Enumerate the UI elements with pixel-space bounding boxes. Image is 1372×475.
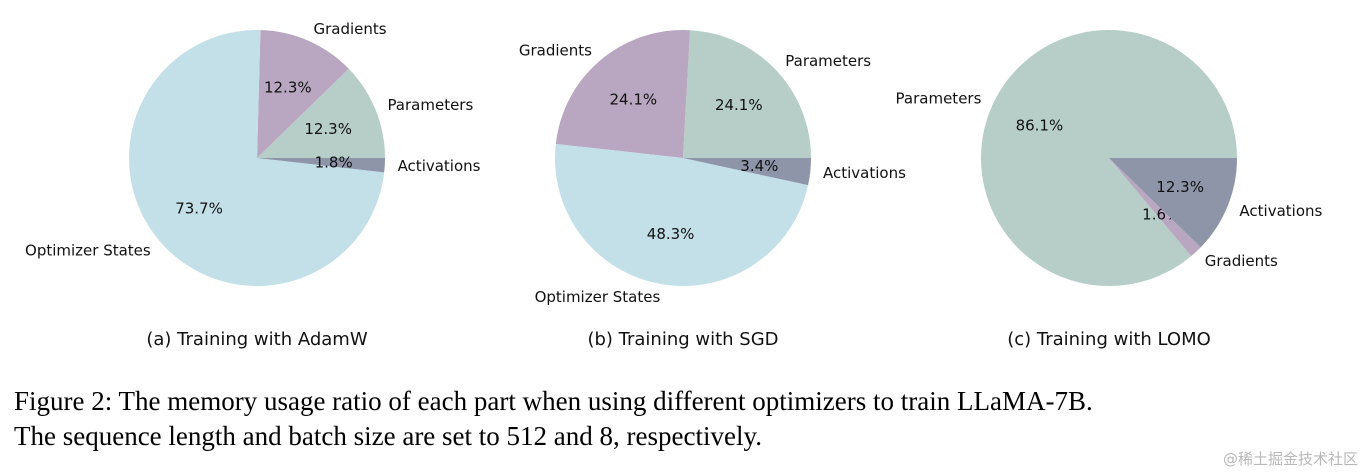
slice-label: Parameters (387, 96, 473, 114)
pie-slice-gradients (257, 30, 349, 158)
slice-label: Optimizer States (25, 241, 151, 259)
slice-label: Gradients (1205, 252, 1278, 270)
caption-line-2: The sequence length and batch size are s… (14, 421, 762, 451)
slice-percent-label: 24.1% (610, 90, 658, 108)
pie-slice-parameters (683, 30, 811, 158)
caption-line-1: Figure 2: The memory usage ratio of each… (14, 386, 1093, 416)
slice-label: Activations (398, 157, 481, 175)
slice-label: Parameters (785, 52, 871, 70)
slice-percent-label: 3.4% (740, 157, 778, 175)
slice-percent-label: 73.7% (175, 199, 223, 217)
watermark: @稀土掘金技术社区 (1222, 450, 1358, 468)
slice-label: Optimizer States (535, 288, 661, 306)
slice-percent-label: 1.8% (315, 153, 353, 171)
pie-slice-gradients (1109, 158, 1201, 257)
subcaption: (b) Training with SGD (587, 329, 778, 350)
slice-percent-label: 86.1% (1016, 117, 1064, 135)
slice-label: Activations (1239, 202, 1322, 220)
pie-slice-parameters (981, 30, 1237, 287)
slice-percent-label: 12.3% (264, 79, 312, 97)
slice-label: Activations (823, 164, 906, 182)
slice-percent-label: 24.1% (715, 96, 763, 114)
slice-label: Parameters (896, 89, 982, 107)
slice-label: Gradients (313, 20, 386, 38)
slice-percent-label: 12.3% (1156, 178, 1204, 196)
pie-slice-activations (683, 158, 811, 186)
slice-label: Gradients (519, 42, 592, 60)
pie-slice-activations (1109, 158, 1237, 248)
subcaption: (c) Training with LOMO (1007, 329, 1211, 350)
slice-percent-label: 12.3% (304, 120, 352, 138)
pie-slice-activations (257, 158, 385, 173)
pie-charts: Parameters 12.3% Gradients 12.3% Optimizer S… (25, 20, 1322, 350)
pie-slice-gradients (555, 30, 691, 158)
pie-slice-optimizer-states (554, 143, 809, 287)
subcaption: (a) Training with AdamW (146, 329, 367, 350)
slice-percent-label: 48.3% (647, 225, 695, 243)
pie-slice-optimizer-states (129, 30, 385, 287)
pie-slice-parameters (257, 68, 385, 158)
